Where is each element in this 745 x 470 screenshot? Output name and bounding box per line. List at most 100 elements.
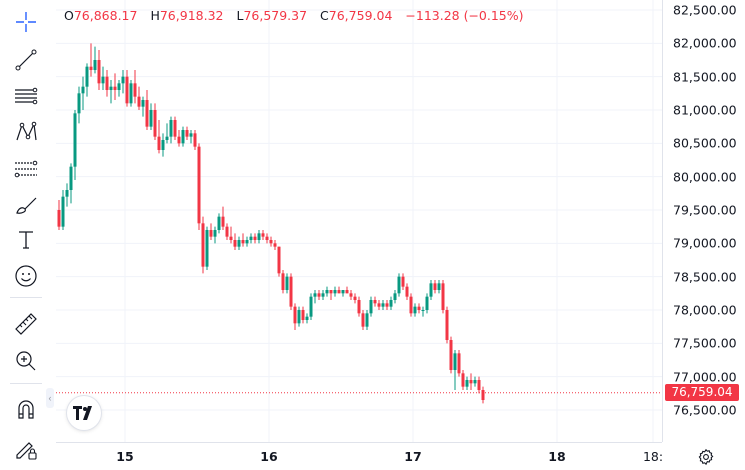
candle — [221, 206, 225, 230]
magnet-tool[interactable] — [8, 395, 44, 425]
candle — [153, 103, 157, 140]
candle — [321, 290, 325, 300]
crosshair-tool[interactable] — [8, 7, 44, 37]
price-tick-label: 80,500.00 — [673, 135, 737, 151]
candle — [61, 190, 65, 230]
candle — [277, 246, 281, 277]
candle — [453, 350, 457, 390]
candle — [81, 76, 85, 110]
candle — [109, 80, 113, 104]
candle-body — [293, 306, 297, 324]
lock-drawings-tool[interactable] — [8, 433, 44, 463]
candle-body — [213, 230, 217, 237]
candle-body — [93, 60, 97, 70]
candle-body — [285, 276, 289, 290]
candle-body — [141, 100, 145, 107]
candle-body — [145, 100, 149, 127]
candle — [429, 280, 433, 300]
candle — [437, 280, 441, 294]
brush-tool[interactable] — [8, 190, 44, 220]
candle — [197, 143, 201, 230]
time-axis[interactable]: 15 16 17 18 18: — [56, 442, 663, 470]
candle — [445, 306, 449, 344]
candle-body — [349, 293, 353, 297]
close-label: C — [320, 8, 329, 23]
candle-body — [69, 166, 73, 190]
settings-gear-icon[interactable] — [697, 448, 715, 466]
candle-body — [257, 233, 261, 240]
candle-body — [233, 240, 237, 247]
chart-pane[interactable] — [56, 0, 662, 442]
zoom-in-tool[interactable] — [8, 346, 44, 376]
open-label: O — [64, 8, 74, 23]
candle — [481, 386, 485, 404]
candle-body — [241, 240, 245, 244]
candle — [297, 306, 301, 327]
candle — [329, 290, 333, 300]
text-tool[interactable] — [8, 225, 44, 255]
candle — [477, 376, 481, 394]
emoji-tool[interactable] — [8, 261, 44, 291]
candle-body — [153, 110, 157, 137]
price-tick-label: 77,000.00 — [673, 369, 737, 385]
candle-body — [173, 120, 177, 137]
trend-line-tool[interactable] — [8, 45, 44, 75]
candle-body — [369, 300, 373, 314]
price-axis[interactable]: 82,500.00 82,000.00 81,500.00 81,000.00 80,5… — [662, 0, 745, 442]
pattern-icon — [16, 121, 37, 141]
candle — [397, 273, 401, 297]
price-tick-label: 79,500.00 — [673, 202, 737, 218]
candle-body — [85, 66, 89, 87]
candle-body — [425, 296, 429, 310]
horizontal-lines-tool[interactable] — [8, 81, 44, 111]
candle-body — [101, 76, 105, 84]
toolbar-collapse-handle[interactable]: ‹ — [46, 388, 54, 408]
candle — [473, 376, 477, 387]
candle-body — [97, 60, 101, 84]
candle — [325, 286, 329, 297]
candlestick-chart[interactable] — [56, 0, 662, 442]
candle — [289, 273, 293, 310]
candle-body — [109, 86, 113, 90]
fib-retracement-tool[interactable] — [8, 154, 44, 184]
candle — [141, 96, 145, 117]
candle — [313, 290, 317, 304]
candle-body — [73, 113, 77, 167]
price-tick-label: 78,500.00 — [673, 269, 737, 285]
grid — [56, 0, 662, 442]
candle — [193, 130, 197, 150]
candle-body — [245, 240, 249, 244]
high-label: H — [150, 8, 160, 23]
candle-body — [181, 130, 185, 144]
candle-body — [189, 133, 193, 137]
candle — [417, 303, 421, 314]
tradingview-logo[interactable] — [67, 396, 101, 430]
candle — [285, 273, 289, 294]
candle — [101, 66, 105, 90]
candle-body — [125, 76, 129, 104]
candle-body — [249, 236, 253, 240]
candle-body — [281, 273, 285, 290]
candle — [261, 230, 265, 240]
price-tick-label: 80,000.00 — [673, 169, 737, 185]
candle — [425, 293, 429, 314]
candle — [177, 130, 181, 147]
candle — [65, 183, 69, 207]
candle-body — [389, 300, 393, 307]
candle-body — [157, 136, 161, 150]
horizontal-lines-icon — [15, 87, 38, 105]
candle-body — [317, 293, 321, 297]
candle-body — [325, 290, 329, 294]
candle-body — [401, 276, 405, 287]
candle-body — [177, 136, 181, 144]
pattern-tool[interactable] — [8, 117, 44, 147]
candle — [137, 86, 141, 110]
ruler-tool[interactable] — [8, 309, 44, 339]
candle-body — [81, 86, 85, 94]
candle-body — [337, 290, 341, 294]
candle — [281, 270, 285, 294]
text-tool-icon — [19, 231, 33, 249]
candle — [209, 223, 213, 240]
candle-body — [333, 290, 337, 294]
candle — [57, 200, 61, 230]
